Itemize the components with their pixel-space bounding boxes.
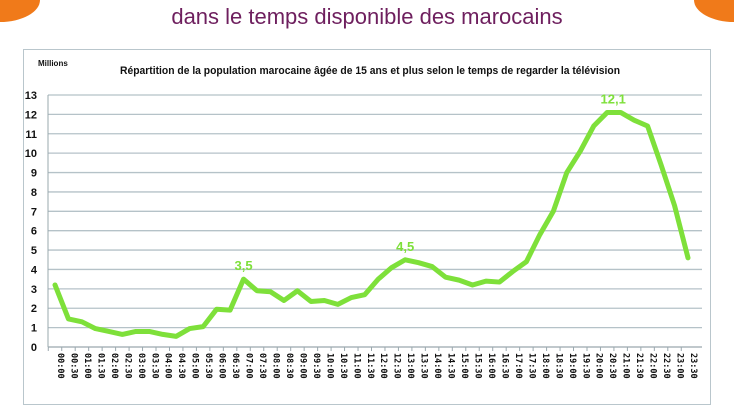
x-tick-label: 04:30 — [176, 353, 186, 379]
x-tick-label: 03:00 — [136, 353, 146, 379]
x-tick-label: 15:00 — [459, 353, 469, 379]
y-tick-label: 3 — [31, 284, 37, 296]
y-tick-label: 7 — [31, 206, 37, 218]
x-tick-label: 06:00 — [217, 353, 227, 379]
x-tick-label: 17:00 — [513, 353, 523, 379]
y-tick-label: 1 — [31, 323, 37, 335]
x-tick-label: 18:00 — [540, 353, 550, 379]
chart-title: Répartition de la population marocaine â… — [120, 65, 620, 77]
x-tick-label: 13:00 — [405, 353, 415, 379]
x-tick-label: 09:30 — [311, 353, 321, 379]
x-tick-label: 16:00 — [486, 353, 496, 379]
x-tick-label: 11:30 — [365, 353, 375, 379]
x-tick-label: 04:00 — [163, 353, 173, 379]
x-tick-label: 02:30 — [122, 353, 132, 379]
chart-frame — [23, 49, 711, 405]
y-tick-label: 8 — [31, 187, 37, 199]
x-tick-label: 12:30 — [392, 353, 402, 379]
x-tick-label: 14:00 — [432, 353, 442, 379]
x-tick-label: 16:30 — [499, 353, 509, 379]
x-tick-label: 18:30 — [553, 353, 563, 379]
x-tick-label: 11:00 — [351, 353, 361, 379]
x-tick-label: 14:30 — [446, 353, 456, 379]
x-tick-label: 07:30 — [257, 353, 267, 379]
x-tick-label: 20:30 — [607, 353, 617, 379]
x-tick-label: 02:00 — [109, 353, 119, 379]
slide-title: dans le temps disponible des marocains — [171, 4, 563, 29]
x-tick-label: 23:30 — [688, 353, 698, 379]
x-tick-label: 08:30 — [284, 353, 294, 379]
x-tick-label: 15:30 — [473, 353, 483, 379]
y-tick-label: 6 — [31, 226, 37, 238]
x-tick-label: 06:30 — [230, 353, 240, 379]
x-tick-label: 22:30 — [661, 353, 671, 379]
x-tick-label: 01:00 — [82, 353, 92, 379]
x-tick-label: 03:30 — [149, 353, 159, 379]
y-tick-label: 13 — [25, 90, 37, 102]
x-tick-label: 13:30 — [419, 353, 429, 379]
y-tick-label: 5 — [31, 245, 37, 257]
x-tick-label: 09:00 — [297, 353, 307, 379]
x-tick-label: 12:00 — [378, 353, 388, 379]
x-tick-label: 00:00 — [55, 353, 65, 379]
x-tick-label: 21:00 — [621, 353, 631, 379]
x-tick-label: 19:00 — [567, 353, 577, 379]
x-tick-label: 17:30 — [526, 353, 536, 379]
x-tick-label: 10:00 — [324, 353, 334, 379]
x-tick-label: 08:00 — [270, 353, 280, 379]
y-tick-label: 0 — [31, 342, 37, 354]
y-tick-label: 12 — [25, 109, 37, 121]
x-tick-label: 19:30 — [580, 353, 590, 379]
x-tick-label: 07:00 — [244, 353, 254, 379]
x-tick-label: 23:00 — [675, 353, 685, 379]
data-series-line — [52, 109, 691, 339]
y-tick-label: 2 — [31, 303, 37, 315]
x-tick-label: 00:30 — [68, 353, 78, 379]
y-tick-label: 11 — [25, 129, 37, 141]
data-label: 4,5 — [396, 239, 414, 254]
x-tick-label: 20:00 — [594, 353, 604, 379]
x-tick-label: 10:30 — [338, 353, 348, 379]
data-label: 3,5 — [235, 258, 253, 273]
x-tick-label: 05:30 — [203, 353, 213, 379]
data-label: 12,1 — [601, 91, 626, 106]
y-tick-label: 4 — [31, 264, 38, 276]
x-tick-label: 21:30 — [634, 353, 644, 379]
y-axis-label: Millions — [38, 59, 68, 68]
x-tick-label: 05:00 — [190, 353, 200, 379]
x-tick-label: 22:00 — [648, 353, 658, 379]
x-tick-label: 01:30 — [95, 353, 105, 379]
y-tick-label: 10 — [25, 148, 37, 160]
y-tick-label: 9 — [31, 168, 37, 180]
